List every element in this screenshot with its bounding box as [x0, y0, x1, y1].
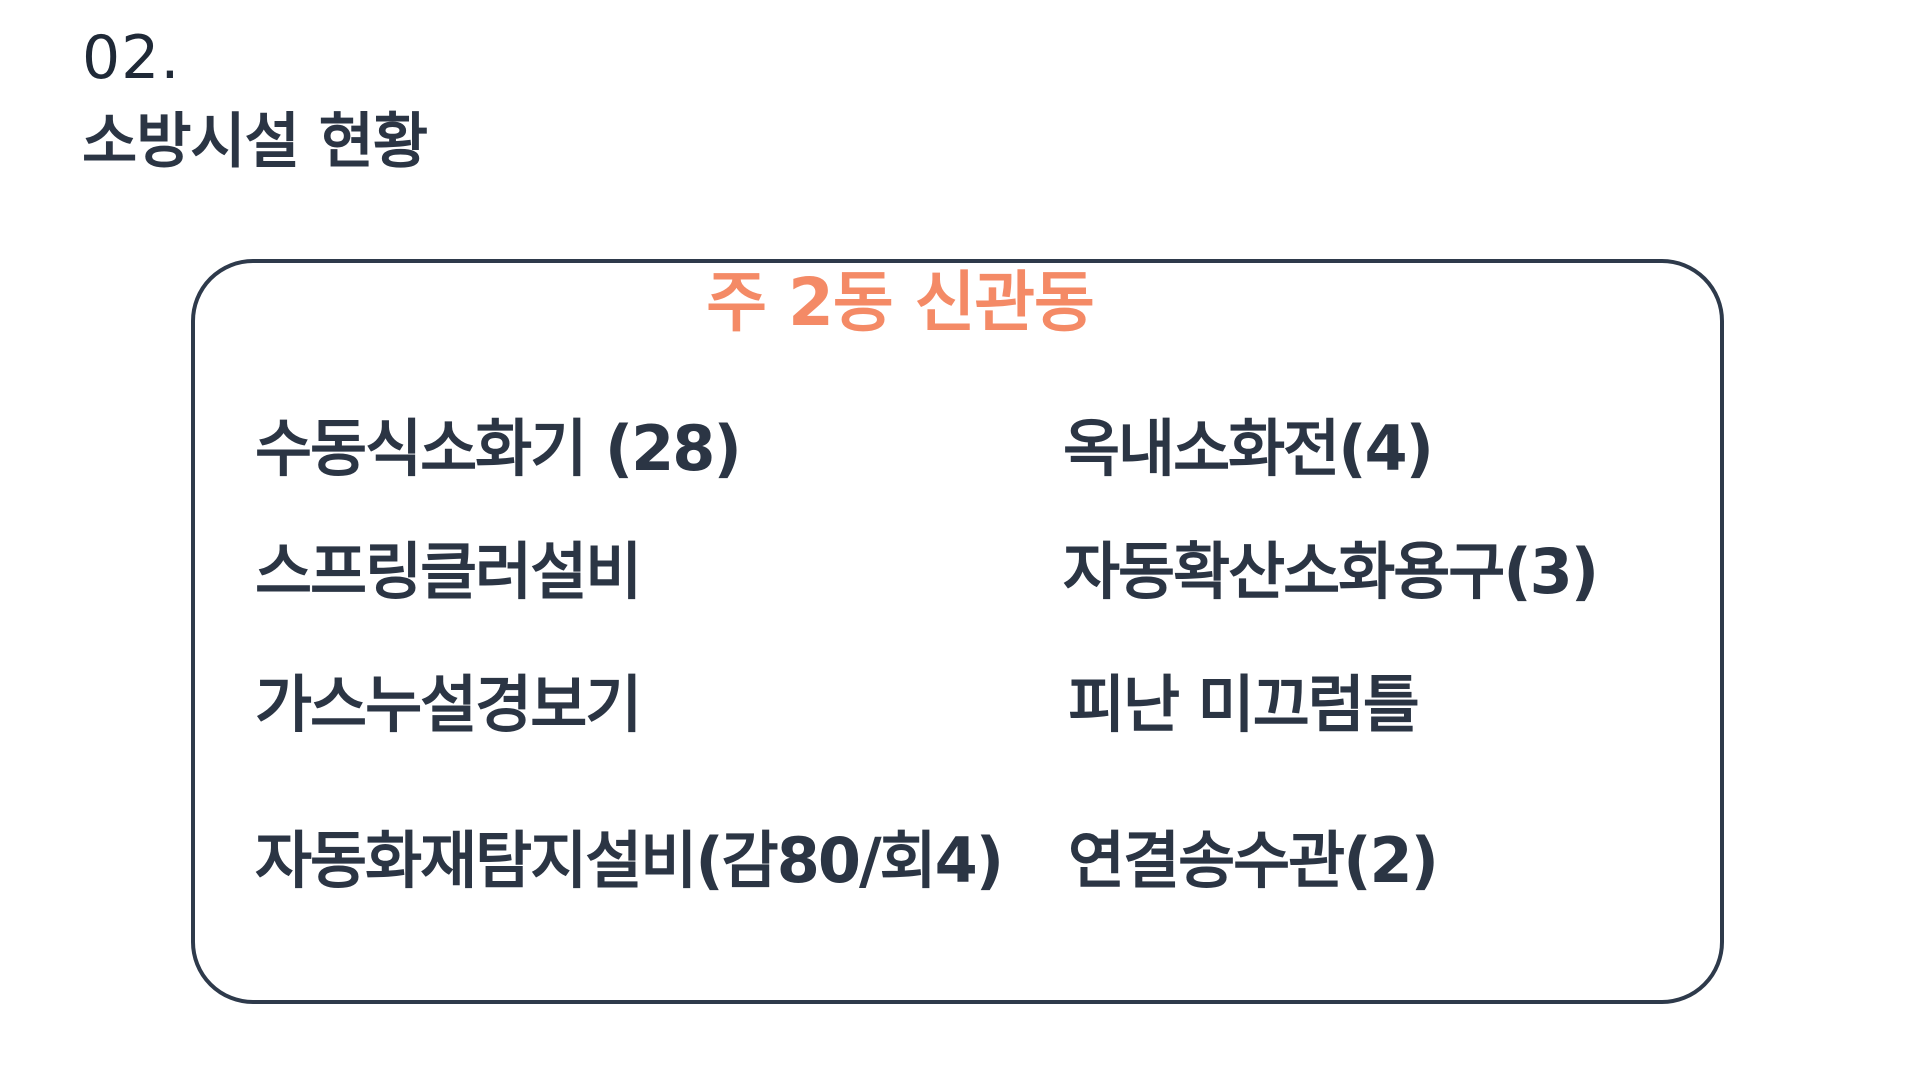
box-heading: 주 2동 신관동 — [706, 264, 1094, 341]
facility-item-connecting-pipe: 연결송수관(2) — [1068, 824, 1439, 897]
facility-item-fire-detection: 자동화재탐지설비(감80/회4) — [255, 824, 1004, 897]
facility-item-fire-extinguisher: 수동식소화기 (28) — [255, 412, 742, 485]
facility-item-evacuation-slide: 피난 미끄럼틀 — [1068, 668, 1420, 741]
facility-item-gas-leak-alarm: 가스누설경보기 — [255, 668, 642, 741]
section-number: 02. — [82, 23, 181, 93]
facility-item-sprinkler: 스프링클러설비 — [255, 535, 642, 608]
facility-box — [191, 259, 1724, 1004]
section-title: 소방시설 현황 — [82, 107, 428, 177]
facility-item-auto-extinguisher: 자동확산소화용구(3) — [1063, 535, 1599, 608]
facility-item-indoor-hydrant: 옥내소화전(4) — [1063, 412, 1434, 485]
